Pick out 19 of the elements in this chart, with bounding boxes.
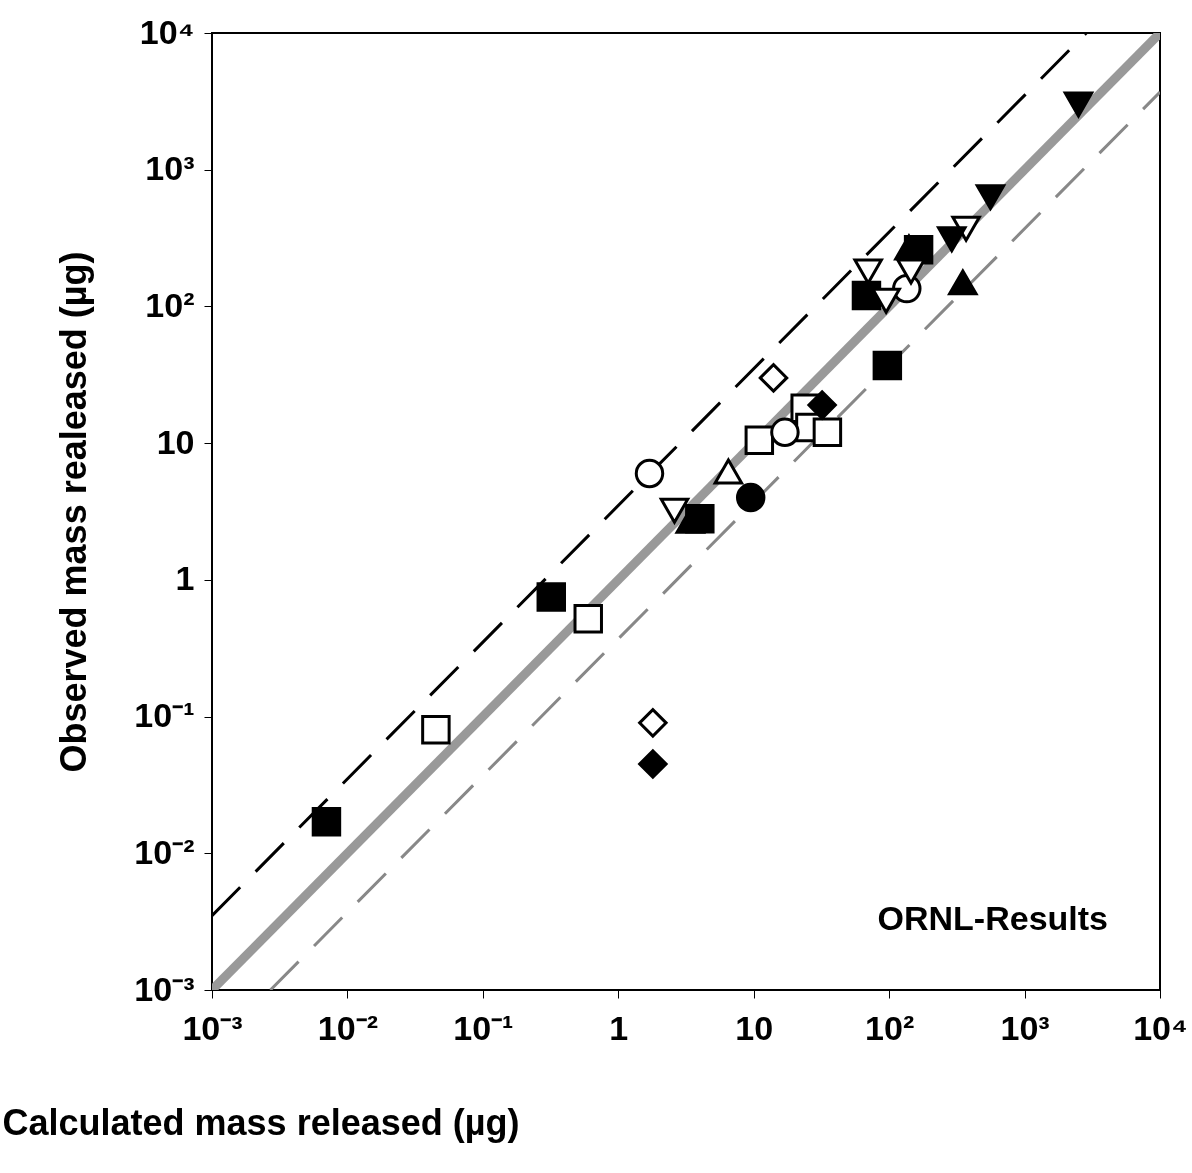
y-tick-label: 10² xyxy=(145,285,195,324)
y-tick-label: 10⁻¹ xyxy=(134,696,195,735)
x-tick-label: 1 xyxy=(609,1008,629,1047)
x-tick-label: 10² xyxy=(865,1008,915,1047)
y-tick-label: 10⁴ xyxy=(139,12,195,51)
x-tick-label: 10⁻¹ xyxy=(453,1008,514,1047)
y-tick-label: 10⁻³ xyxy=(134,969,195,1008)
y-tick-label: 1 xyxy=(175,559,195,598)
y-tick-label: 10 xyxy=(156,422,195,461)
y-tick-label: 10⁻² xyxy=(134,832,195,871)
x-tick-label: 10³ xyxy=(1000,1008,1050,1047)
x-axis-title: Calculated mass released (µg) xyxy=(2,1101,520,1143)
y-tick-label: 10³ xyxy=(145,149,195,188)
x-tick-label: 10⁻² xyxy=(317,1008,378,1047)
y-axis-title: Observed mass realeased (µg) xyxy=(53,251,95,773)
x-tick-label: 10 xyxy=(735,1008,774,1047)
x-tick-label: 10⁴ xyxy=(1133,1008,1188,1047)
annotation: ORNL-Results xyxy=(877,899,1108,937)
x-tick-label: 10⁻³ xyxy=(182,1008,243,1047)
